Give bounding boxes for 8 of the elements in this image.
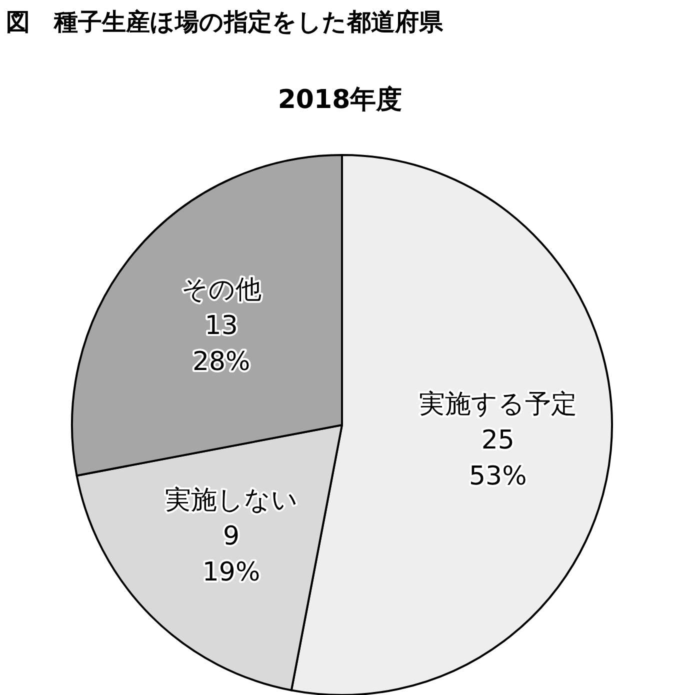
data-label: 25 53% <box>469 426 527 492</box>
slice-label: 実施する予定 <box>418 390 577 420</box>
chart-title: 図 種子生産ほ場の指定をした都道府県 <box>6 8 444 36</box>
data-label: 13 28% <box>192 311 250 378</box>
data-label: 9 19% <box>202 522 260 588</box>
slice-label: その他 <box>181 275 262 306</box>
chart-subtitle: 2018年度 <box>278 85 402 115</box>
slice-label: 実施しない <box>164 486 298 516</box>
